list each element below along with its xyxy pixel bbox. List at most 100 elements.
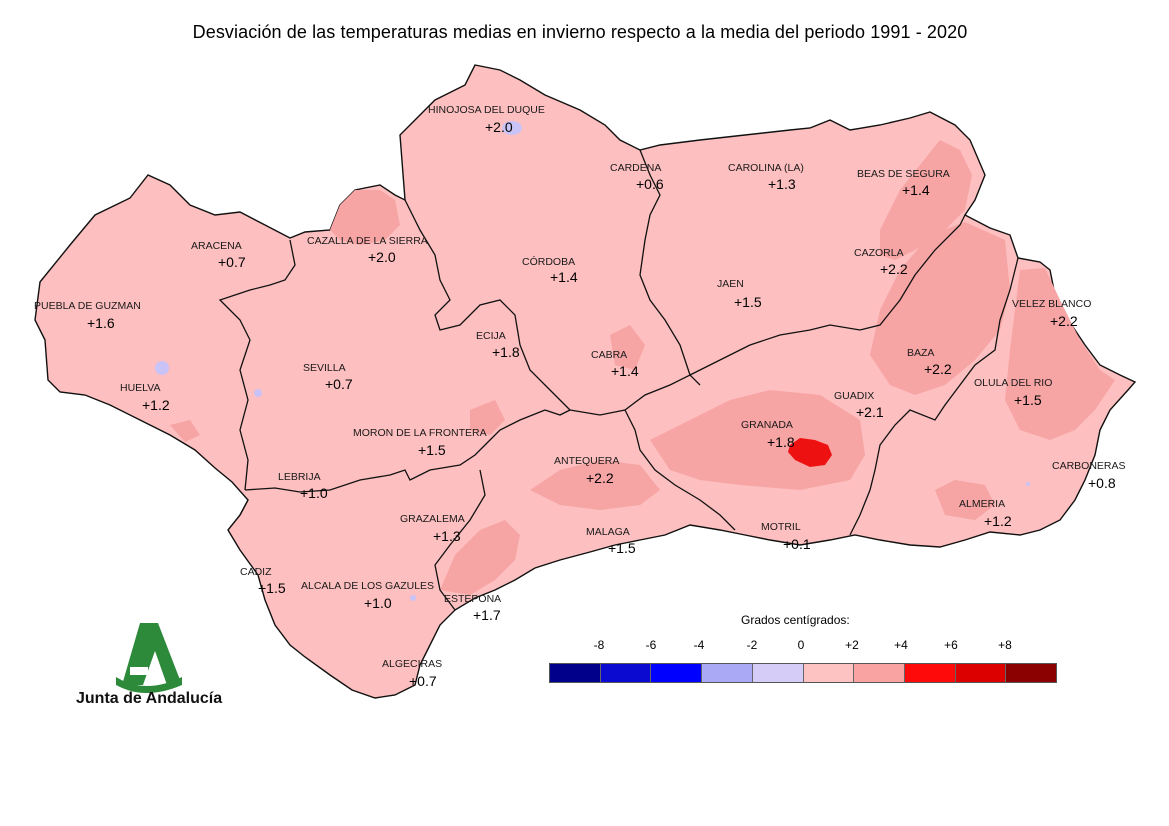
svg-text:+1.8: +1.8 — [767, 434, 795, 450]
svg-text:MORON DE LA FRONTERA: MORON DE LA FRONTERA — [353, 427, 487, 439]
station-grazalema: GRAZALEMA +1.3 — [400, 513, 465, 544]
svg-text:+2.0: +2.0 — [368, 249, 396, 265]
svg-text:MOTRIL: MOTRIL — [761, 521, 801, 533]
svg-text:+1.2: +1.2 — [984, 513, 1012, 529]
svg-text:+0.8: +0.8 — [1088, 475, 1116, 491]
legend-title: Grados centígrados: — [741, 613, 850, 627]
legend-swatch — [1006, 664, 1057, 682]
svg-text:+1.4: +1.4 — [550, 269, 578, 285]
station-malaga: MALAGA +1.5 — [586, 526, 636, 556]
svg-text:+2.2: +2.2 — [924, 361, 952, 377]
station-cazorla: CAZORLA +2.2 — [854, 247, 908, 277]
svg-text:+0.7: +0.7 — [218, 254, 246, 270]
legend-swatch — [955, 664, 1007, 682]
station-jaen: JAEN +1.5 — [717, 278, 762, 310]
legend-tick: +2 — [845, 638, 859, 652]
svg-text:CARDENA: CARDENA — [610, 162, 661, 174]
svg-text:ALCALA DE LOS GAZULES: ALCALA DE LOS GAZULES — [301, 580, 434, 592]
svg-text:ALMERIA: ALMERIA — [959, 498, 1005, 510]
station-cardena: CARDENA +0.6 — [610, 162, 664, 192]
station-carolina: CAROLINA (LA) +1.3 — [728, 162, 804, 192]
svg-text:+2.2: +2.2 — [586, 470, 614, 486]
legend-tick: 0 — [797, 638, 805, 652]
svg-text:ESTEPONA: ESTEPONA — [444, 593, 501, 605]
svg-text:CABRA: CABRA — [591, 349, 627, 361]
station-antequera: ANTEQUERA +2.2 — [554, 455, 619, 486]
svg-text:+1.4: +1.4 — [902, 182, 930, 198]
station-labels: HINOJOSA DEL DUQUE +2.0 CARDENA +0.6 CAROL… — [34, 104, 1126, 689]
svg-text:+1.6: +1.6 — [87, 315, 115, 331]
svg-text:ALGECIRAS: ALGECIRAS — [382, 658, 442, 670]
station-cordoba: CÓRDOBA+1.4 — [522, 255, 578, 285]
svg-text:ANTEQUERA: ANTEQUERA — [554, 455, 619, 467]
legend-swatch — [651, 664, 703, 682]
svg-text:BEAS DE SEGURA: BEAS DE SEGURA — [857, 168, 950, 180]
svg-text:+1.7: +1.7 — [473, 607, 501, 623]
station-granada: GRANADA +1.8 — [741, 419, 795, 450]
svg-text:OLULA DEL RIO: OLULA DEL RIO — [974, 377, 1052, 389]
station-cadiz: CADIZ +1.5 — [240, 566, 286, 596]
svg-text:+1.8: +1.8 — [492, 344, 520, 360]
svg-text:+0.1: +0.1 — [783, 536, 811, 552]
svg-text:CAZORLA: CAZORLA — [854, 247, 904, 259]
svg-text:+1.3: +1.3 — [433, 528, 461, 544]
station-olula-del-rio: OLULA DEL RIO +1.5 — [974, 377, 1052, 408]
station-cabra: CABRA +1.4 — [591, 349, 639, 379]
region-land — [34, 64, 1137, 699]
svg-text:SEVILLA: SEVILLA — [303, 362, 346, 374]
station-sevilla: SEVILLA +0.7 — [303, 362, 353, 392]
svg-text:MALAGA: MALAGA — [586, 526, 630, 538]
svg-text:VELEZ BLANCO: VELEZ BLANCO — [1012, 298, 1091, 310]
station-carboneras: CARBONERAS +0.8 — [1052, 460, 1126, 491]
svg-text:+1.5: +1.5 — [608, 540, 636, 556]
legend-tick: +6 — [944, 638, 958, 652]
legend-tick: -2 — [746, 638, 758, 652]
svg-text:JAEN: JAEN — [717, 278, 744, 290]
svg-text:HUELVA: HUELVA — [120, 382, 160, 394]
legend-tick: -6 — [645, 638, 657, 652]
station-huelva: HUELVA +1.2 — [120, 382, 170, 413]
svg-text:BAZA: BAZA — [907, 347, 934, 359]
svg-text:CAZALLA DE LA SIERRA: CAZALLA DE LA SIERRA — [307, 235, 428, 247]
legend-color-scale — [549, 663, 1057, 683]
svg-text:ECIJA: ECIJA — [476, 330, 506, 342]
station-moron-de-la-frontera: MORON DE LA FRONTERA +1.5 — [353, 427, 487, 458]
warm-zones — [170, 140, 1115, 595]
svg-text:CARBONERAS: CARBONERAS — [1052, 460, 1126, 472]
legend-swatch — [752, 664, 804, 682]
junta-andalucia-logo-icon — [116, 623, 182, 693]
station-baza: BAZA +2.2 — [907, 347, 952, 377]
svg-text:+1.2: +1.2 — [142, 397, 170, 413]
svg-text:+1.5: +1.5 — [734, 294, 762, 310]
svg-text:ARACENA: ARACENA — [191, 240, 242, 252]
logo-text: Junta de Andalucía — [76, 690, 223, 707]
svg-text:+0.6: +0.6 — [636, 176, 664, 192]
svg-text:+1.5: +1.5 — [1014, 392, 1042, 408]
svg-text:+1.5: +1.5 — [258, 580, 286, 596]
svg-text:PUEBLA DE GUZMAN: PUEBLA DE GUZMAN — [34, 300, 141, 312]
legend-swatch — [550, 664, 601, 682]
svg-text:+1.5: +1.5 — [418, 442, 446, 458]
svg-text:HINOJOSA DEL DUQUE: HINOJOSA DEL DUQUE — [428, 104, 545, 116]
station-estepona: ESTEPONA +1.7 — [444, 593, 501, 623]
legend-swatch — [600, 664, 652, 682]
station-motril: MOTRIL +0.1 — [761, 521, 811, 552]
svg-text:CADIZ: CADIZ — [240, 566, 272, 578]
svg-text:GUADIX: GUADIX — [834, 390, 874, 402]
svg-text:+1.0: +1.0 — [364, 595, 392, 611]
svg-text:+2.2: +2.2 — [1050, 313, 1078, 329]
map-title: Desviación de las temperaturas medias en… — [192, 22, 968, 42]
station-cazalla-de-la-sierra: CAZALLA DE LA SIERRA +2.0 — [307, 235, 428, 265]
legend-tick: -8 — [593, 638, 605, 652]
station-velez-blanco: VELEZ BLANCO +2.2 — [1012, 298, 1091, 329]
svg-text:+1.0: +1.0 — [300, 485, 328, 501]
legend-swatch — [904, 664, 956, 682]
legend-tick: -4 — [693, 638, 705, 652]
svg-text:+1.3: +1.3 — [768, 176, 796, 192]
station-guadix: GUADIX +2.1 — [834, 390, 884, 420]
station-puebla-de-guzman: PUEBLA DE GUZMAN +1.6 — [34, 300, 141, 331]
legend-swatch — [803, 664, 855, 682]
station-ecija: ECIJA +1.8 — [476, 330, 520, 360]
legend-swatch — [854, 664, 905, 682]
